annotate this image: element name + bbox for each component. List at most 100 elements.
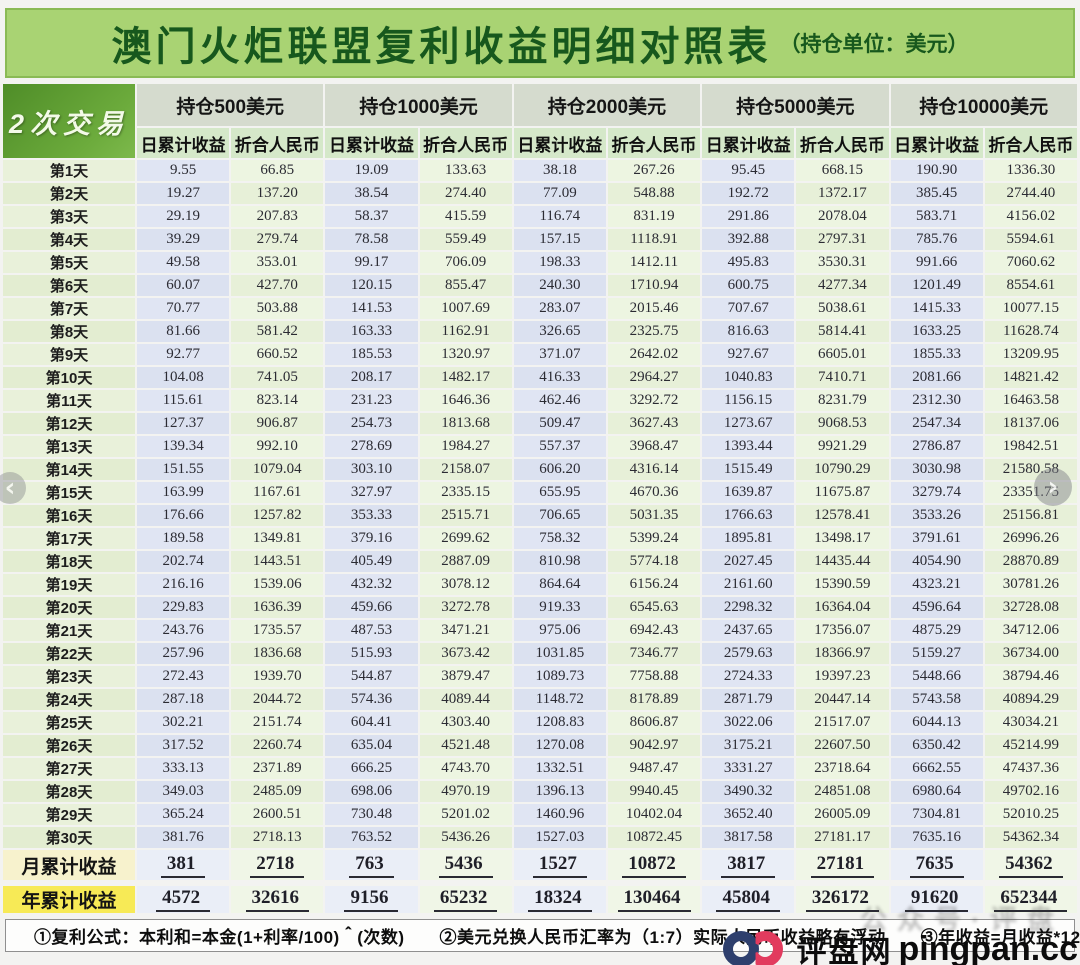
compound-returns-table: 2次交易 持仓500美元 持仓1000美元 持仓2000美元 持仓5000美元 …	[1, 82, 1079, 915]
table-row: 第12天 127.37 906.87 254.73 1813.68 509.47 3627.…	[3, 413, 1077, 434]
table-row: 第15天 163.99 1167.61 327.97 2335.15 655.95 4670…	[3, 482, 1077, 503]
value-cell: 3292.72	[607, 390, 701, 411]
title-unit-note: （持仓单位：美元）	[779, 32, 969, 56]
value-cell: 581.42	[231, 321, 324, 342]
value-cell: 27181.17	[796, 827, 889, 848]
value-cell: 1527.03	[513, 827, 606, 848]
value-cell: 2724.33	[702, 666, 795, 687]
value-cell: 3490.32	[702, 781, 795, 802]
value-cell: 5159.27	[890, 643, 983, 664]
value-cell: 49702.16	[984, 781, 1077, 802]
value-cell: 5399.24	[607, 528, 701, 549]
day-label: 第13天	[3, 436, 135, 457]
value-cell: 10872.45	[607, 827, 701, 848]
value-cell: 4743.70	[419, 758, 512, 779]
value-cell: 3817	[702, 850, 795, 880]
value-cell: 4316.14	[607, 459, 701, 480]
value-cell: 4970.19	[419, 781, 512, 802]
value-cell: 14435.44	[796, 551, 889, 572]
value-cell: 1939.70	[231, 666, 324, 687]
value-cell: 758.32	[513, 528, 606, 549]
value-cell: 19.27	[137, 183, 230, 204]
day-label: 第4天	[3, 229, 135, 250]
value-cell: 18137.06	[984, 413, 1077, 434]
month-summary-value: 54362	[999, 853, 1063, 878]
value-cell: 3652.40	[702, 804, 795, 825]
value-cell: 349.03	[137, 781, 230, 802]
value-cell: 763.52	[325, 827, 418, 848]
value-cell: 1040.83	[702, 367, 795, 388]
col-header-rmb: 折合人民币	[419, 128, 512, 158]
value-cell: 38.18	[513, 160, 606, 181]
value-cell: 3791.61	[890, 528, 983, 549]
value-cell: 1710.94	[607, 275, 701, 296]
value-cell: 283.07	[513, 298, 606, 319]
value-cell: 6545.63	[607, 597, 701, 618]
value-cell: 2699.62	[419, 528, 512, 549]
next-arrow-icon[interactable]: ›	[1034, 468, 1072, 506]
value-cell: 741.05	[231, 367, 324, 388]
prev-arrow-icon[interactable]: ‹	[0, 472, 26, 504]
day-label: 第9天	[3, 344, 135, 365]
value-cell: 163.99	[137, 482, 230, 503]
day-label: 第22天	[3, 643, 135, 664]
value-cell: 5436	[419, 850, 512, 880]
value-cell: 2161.60	[702, 574, 795, 595]
value-cell: 43034.21	[984, 712, 1077, 733]
value-cell: 2547.34	[890, 413, 983, 434]
value-cell: 4089.44	[419, 689, 512, 710]
value-cell: 6605.01	[796, 344, 889, 365]
value-cell: 2600.51	[231, 804, 324, 825]
value-cell: 1148.72	[513, 689, 606, 710]
value-cell: 785.76	[890, 229, 983, 250]
group-header-10000: 持仓10000美元	[890, 84, 1077, 126]
value-cell: 583.71	[890, 206, 983, 227]
value-cell: 92.77	[137, 344, 230, 365]
value-cell: 7635	[890, 850, 983, 880]
col-header-daily: 日累计收益	[890, 128, 983, 158]
value-cell: 9068.53	[796, 413, 889, 434]
value-cell: 116.74	[513, 206, 606, 227]
value-cell: 26005.09	[796, 804, 889, 825]
value-cell: 176.66	[137, 505, 230, 526]
value-cell: 544.87	[325, 666, 418, 687]
value-cell: 706.65	[513, 505, 606, 526]
value-cell: 16463.58	[984, 390, 1077, 411]
value-cell: 6942.43	[607, 620, 701, 641]
day-label: 第6天	[3, 275, 135, 296]
table-row: 第6天 60.07 427.70 120.15 855.47 240.30 1710.94 6…	[3, 275, 1077, 296]
value-cell: 919.33	[513, 597, 606, 618]
value-cell: 10077.15	[984, 298, 1077, 319]
value-cell: 23351.75	[984, 482, 1077, 503]
value-cell: 58.37	[325, 206, 418, 227]
value-cell: 47437.36	[984, 758, 1077, 779]
value-cell: 365.24	[137, 804, 230, 825]
day-label: 第18天	[3, 551, 135, 572]
value-cell: 371.07	[513, 344, 606, 365]
value-cell: 19397.23	[796, 666, 889, 687]
value-cell: 11675.87	[796, 482, 889, 503]
value-cell: 52010.25	[984, 804, 1077, 825]
value-cell: 1443.51	[231, 551, 324, 572]
value-cell: 1895.81	[702, 528, 795, 549]
month-summary-row: 月累计收益 381 2718 763 5436 1527 10872 3817 27181 763…	[3, 850, 1077, 880]
value-cell: 1007.69	[419, 298, 512, 319]
day-label: 第23天	[3, 666, 135, 687]
month-summary-value: 10872	[622, 853, 686, 878]
value-cell: 427.70	[231, 275, 324, 296]
value-cell: 1639.87	[702, 482, 795, 503]
value-cell: 2158.07	[419, 459, 512, 480]
value-cell: 4054.90	[890, 551, 983, 572]
value-cell: 317.52	[137, 735, 230, 756]
table-row: 第14天 151.55 1079.04 303.10 2158.07 606.20 4316…	[3, 459, 1077, 480]
value-cell: 21517.07	[796, 712, 889, 733]
value-cell: 8231.79	[796, 390, 889, 411]
value-cell: 2371.89	[231, 758, 324, 779]
year-summary-value: 9156	[344, 887, 399, 912]
day-label: 第26天	[3, 735, 135, 756]
group-header-5000: 持仓5000美元	[702, 84, 889, 126]
value-cell: 816.63	[702, 321, 795, 342]
value-cell: 1273.67	[702, 413, 795, 434]
value-cell: 95.45	[702, 160, 795, 181]
value-cell: 1257.82	[231, 505, 324, 526]
